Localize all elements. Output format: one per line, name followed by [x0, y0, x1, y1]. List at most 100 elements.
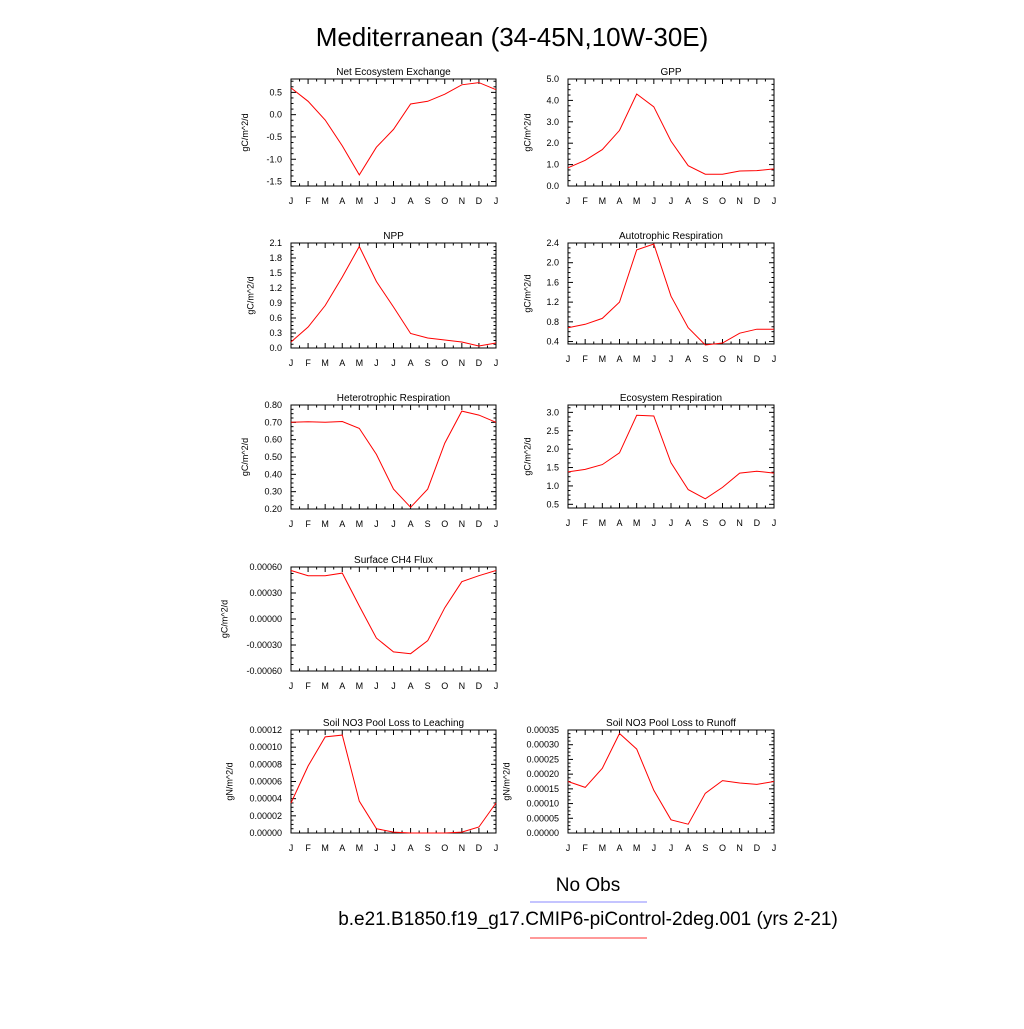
series-line	[567, 414, 775, 500]
x-tick-label: J	[566, 354, 571, 364]
x-tick-label: N	[459, 519, 466, 529]
y-tick-label: 3.0	[546, 407, 559, 417]
y-tick-label: -0.00030	[246, 640, 282, 650]
x-tick-label: J	[494, 843, 499, 853]
y-tick-label: 0.50	[264, 452, 282, 462]
x-tick-label: M	[599, 354, 607, 364]
legend: No Obs b.e21.B1850.f19_g17.CMIP6-piContr…	[338, 875, 838, 939]
x-tick-label: J	[652, 354, 657, 364]
y-tick-label: 0.00000	[526, 828, 559, 838]
y-axis-label: gC/m^2/d	[522, 113, 532, 151]
x-tick-label: N	[459, 681, 466, 691]
series-line	[567, 732, 775, 825]
y-tick-label: 2.1	[269, 238, 282, 248]
y-tick-label: 0.0	[269, 343, 282, 353]
y-tick-label: 0.00005	[526, 813, 559, 823]
y-tick-label: 3.0	[546, 117, 559, 127]
y-tick-label: 2.5	[546, 426, 559, 436]
x-tick-label: A	[685, 518, 691, 528]
y-tick-label: 1.6	[546, 277, 559, 287]
y-tick-label: 1.5	[269, 268, 282, 278]
y-tick-label: -0.00060	[246, 666, 282, 676]
x-tick-label: F	[582, 843, 588, 853]
y-tick-label: 0.6	[269, 313, 282, 323]
x-tick-label: D	[476, 358, 483, 368]
x-tick-label: M	[633, 196, 641, 206]
x-tick-label: J	[566, 518, 571, 528]
x-tick-label: J	[494, 358, 499, 368]
plot-frame	[290, 729, 497, 834]
y-tick-label: 0.0	[546, 181, 559, 191]
x-tick-label: M	[321, 196, 329, 206]
y-axis-label: gC/m^2/d	[245, 276, 255, 314]
y-tick-label: -1.0	[266, 154, 282, 164]
plot-frame	[290, 404, 497, 510]
y-tick-label: 0.30	[264, 487, 282, 497]
x-tick-label: O	[719, 518, 726, 528]
x-tick-label: F	[305, 196, 311, 206]
x-tick-label: S	[702, 518, 708, 528]
x-tick-label: A	[339, 519, 345, 529]
y-tick-label: 2.0	[546, 444, 559, 454]
x-tick-label: N	[736, 196, 743, 206]
panel-title: Net Ecosystem Exchange	[336, 67, 451, 78]
y-tick-label: 1.5	[546, 463, 559, 473]
y-tick-label: 0.9	[269, 298, 282, 308]
panel-title: Soil NO3 Pool Loss to Leaching	[323, 718, 464, 729]
y-tick-label: 0.00060	[249, 562, 282, 572]
x-tick-label: M	[321, 681, 329, 691]
y-tick-label: 5.0	[546, 74, 559, 84]
y-tick-label: 4.0	[546, 95, 559, 105]
y-tick-label: 0.5	[546, 499, 559, 509]
x-tick-label: A	[408, 519, 414, 529]
series-line	[567, 93, 775, 175]
x-tick-label: F	[582, 518, 588, 528]
x-tick-label: A	[685, 843, 691, 853]
x-tick-label: S	[702, 354, 708, 364]
x-tick-label: J	[494, 519, 499, 529]
x-tick-label: N	[459, 358, 466, 368]
y-tick-label: 1.2	[269, 283, 282, 293]
x-tick-label: S	[425, 681, 431, 691]
y-tick-label: 0.00008	[249, 759, 282, 769]
x-tick-label: A	[408, 196, 414, 206]
figure-title: Mediterranean (34-45N,10W-30E)	[316, 22, 709, 52]
y-tick-label: 0.60	[264, 435, 282, 445]
y-tick-label: 0.00006	[249, 777, 282, 787]
x-tick-label: A	[339, 843, 345, 853]
x-tick-label: F	[305, 843, 311, 853]
x-tick-label: A	[616, 843, 622, 853]
y-tick-label: 1.0	[546, 160, 559, 170]
x-tick-label: A	[408, 358, 414, 368]
x-tick-label: O	[719, 196, 726, 206]
series-line	[567, 243, 774, 346]
x-tick-label: A	[616, 354, 622, 364]
x-tick-label: D	[476, 196, 483, 206]
y-tick-label: 0.4	[546, 337, 559, 347]
x-tick-label: J	[566, 843, 571, 853]
series-line	[290, 245, 497, 347]
x-tick-label: M	[321, 843, 329, 853]
y-tick-label: 0.5	[269, 87, 282, 97]
y-tick-label: 1.2	[546, 297, 559, 307]
x-tick-label: D	[754, 354, 761, 364]
y-tick-label: 1.0	[546, 481, 559, 491]
y-tick-label: 0.0	[269, 110, 282, 120]
x-tick-label: O	[441, 519, 448, 529]
panel-title: Heterotrophic Respiration	[337, 393, 450, 404]
x-tick-label: A	[616, 518, 622, 528]
x-tick-label: N	[459, 843, 466, 853]
panel-title: Ecosystem Respiration	[620, 393, 722, 404]
x-tick-label: O	[441, 196, 448, 206]
x-tick-label: J	[494, 681, 499, 691]
x-tick-label: M	[633, 354, 641, 364]
legend-obs-label: No Obs	[556, 875, 620, 896]
x-tick-label: S	[425, 196, 431, 206]
x-tick-label: A	[685, 196, 691, 206]
y-tick-label: 0.00000	[249, 614, 282, 624]
